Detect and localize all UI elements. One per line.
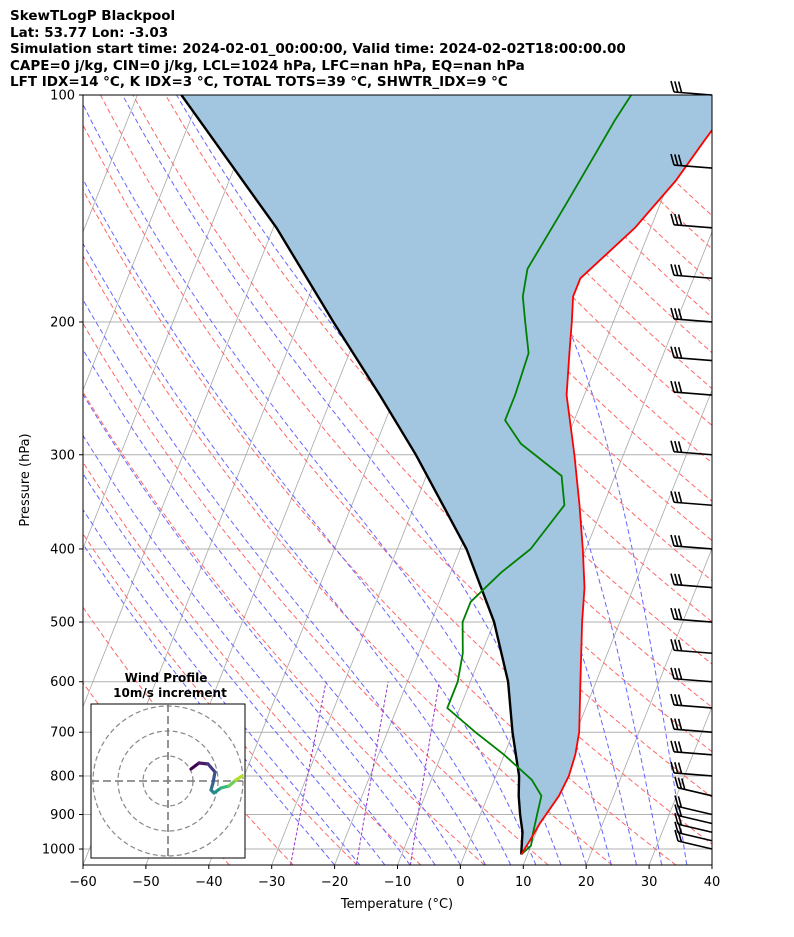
wind-barb [670, 264, 713, 280]
hodograph-segment [234, 774, 244, 782]
temperature-line [520, 128, 712, 855]
wind-barb [674, 795, 713, 816]
y-tick-label: 300 [50, 448, 75, 463]
dry-adiabat [83, 532, 358, 865]
moist-adiabat [83, 298, 487, 865]
y-tick-label: 700 [50, 726, 75, 741]
inset-title: Wind Profile [125, 671, 208, 685]
isotherm [83, 95, 201, 392]
x-tick-label: 30 [641, 875, 658, 890]
x-tick-label: −20 [321, 875, 348, 890]
wind-barb [670, 573, 713, 589]
wind-barb [670, 491, 713, 507]
x-tick-label: −50 [132, 875, 159, 890]
wind-barb [670, 534, 713, 550]
y-axis-label: Pressure (hPa) [18, 433, 33, 526]
y-tick-label: 900 [50, 808, 75, 823]
moist-adiabat [431, 95, 688, 865]
dry-adiabat [83, 189, 677, 865]
wind-barb [670, 607, 713, 623]
location-line: Lat: 53.77 Lon: -3.03 [10, 24, 169, 41]
stability-indices-line: LFT IDX=14 °C, K IDX=3 °C, TOTAL TOTS=39… [10, 74, 508, 90]
hodograph-segment [189, 761, 201, 771]
dry-adiabat [83, 461, 422, 865]
x-tick-label: 40 [704, 875, 721, 890]
wind-barb [670, 639, 713, 655]
isotherm [711, 863, 712, 865]
wind-barb [670, 153, 713, 169]
moist-adiabat [83, 472, 386, 865]
wind-profile-inset: Wind Profile 10m/s increment [90, 671, 246, 859]
moist-adiabat [83, 543, 335, 865]
simulation-time-line: Simulation start time: 2024-02-01_00:00:… [10, 41, 626, 57]
y-tick-label: 1000 [42, 843, 75, 858]
moist-adiabat [83, 434, 411, 865]
cape-cin-area [181, 95, 712, 855]
mixing-ratio-line [290, 681, 327, 865]
moist-adiabat [83, 178, 537, 865]
dry-adiabat [327, 95, 712, 502]
moist-adiabat [83, 242, 512, 865]
profile-lines [180, 95, 712, 856]
dry-adiabat [360, 95, 712, 464]
y-tick-label: 400 [50, 542, 75, 557]
y-tick-label: 100 [50, 89, 75, 104]
dewpoint-line [446, 95, 632, 856]
dry-adiabat [132, 95, 712, 753]
wind-barb [670, 667, 713, 683]
wind-barb [670, 380, 713, 396]
dry-adiabat [165, 95, 712, 708]
x-tick-label: 0 [456, 875, 464, 890]
cape-indices-line: CAPE=0 j/kg, CIN=0 j/kg, LCL=1024 hPa, L… [10, 57, 525, 74]
moist-adiabat [83, 508, 361, 865]
moist-adiabat [83, 393, 436, 865]
wind-barb [670, 80, 713, 96]
isotherm [83, 95, 264, 550]
isotherm [0, 95, 75, 865]
wind-barb [670, 213, 713, 229]
y-tick-label: 800 [50, 769, 75, 784]
dry-adiabat [83, 123, 712, 845]
mixing-ratio-line [409, 681, 440, 865]
y-tick-label: 500 [50, 616, 75, 631]
x-tick-label: −40 [195, 875, 222, 890]
y-tick-label: 600 [50, 675, 75, 690]
hodograph [91, 704, 245, 858]
dry-adiabat [83, 322, 549, 865]
mixing-ratio-line [355, 681, 389, 865]
isotherm [648, 705, 712, 865]
x-tick-label: −60 [69, 875, 96, 890]
wind-barbs [670, 80, 713, 850]
x-tick-label: 20 [578, 875, 595, 890]
isotherm [585, 547, 712, 865]
wind-barb [674, 776, 713, 797]
inset-subtitle: 10m/s increment [113, 686, 227, 700]
wind-barb [670, 440, 713, 456]
axes: −60 −50 −40 −30 −20 −10 0 10 20 30 40 1000 900 800 700… [42, 89, 720, 891]
wind-barb [670, 740, 713, 756]
wind-barb [670, 307, 713, 323]
hodograph-segment [211, 770, 217, 785]
chart-header: SkewTLogP Blackpool Lat: 53.77 Lon: -3.0… [10, 8, 626, 91]
hodograph-segment [206, 762, 217, 774]
wind-barb [670, 346, 713, 362]
x-tick-label: −30 [258, 875, 285, 890]
moist-adiabat [326, 95, 663, 865]
isotherm [460, 230, 712, 865]
isotherm [83, 95, 138, 233]
wind-barb [670, 693, 713, 709]
x-tick-label: 10 [515, 875, 532, 890]
wind-barb [670, 718, 713, 734]
wind-barb [670, 761, 713, 777]
x-axis-label: Temperature (°C) [340, 897, 453, 912]
y-tick-label: 200 [50, 315, 75, 330]
x-tick-label: −10 [384, 875, 411, 890]
isotherm [0, 95, 12, 865]
cin-shaded-area [181, 95, 712, 855]
parcel-profile-line [180, 95, 524, 855]
chart-title: SkewTLogP Blackpool [10, 8, 176, 24]
